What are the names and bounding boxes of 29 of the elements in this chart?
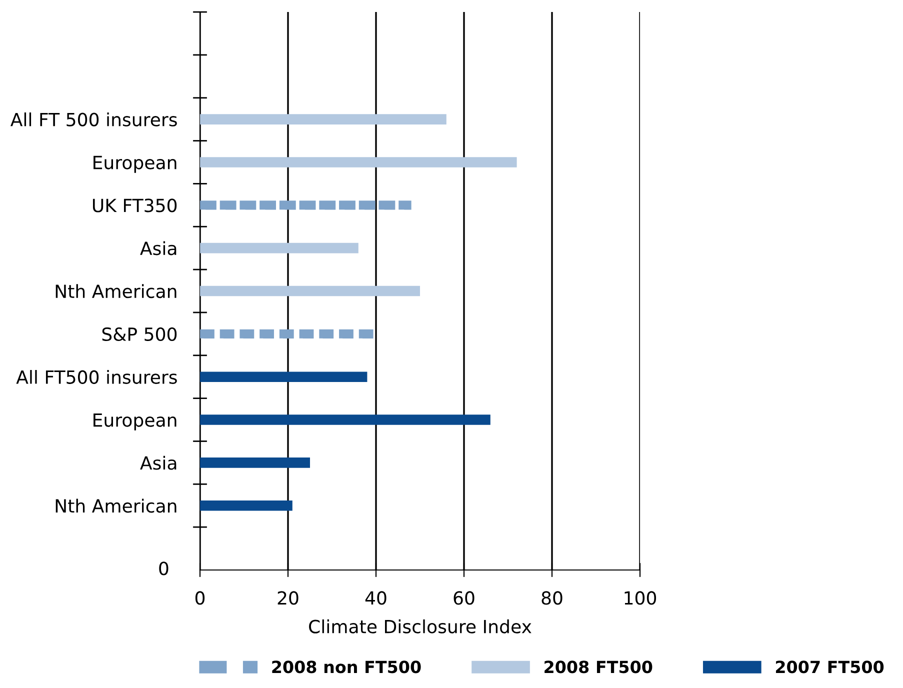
x-tick-label: 0 — [195, 591, 205, 605]
bar — [200, 458, 310, 468]
y-tick-label: Asia — [140, 241, 176, 256]
y-tick-label: UK FT350 — [92, 198, 177, 212]
legend-label: 2008 non FT500 — [272, 660, 421, 674]
bar — [200, 286, 420, 296]
x-axis-title: Climate Disclosure Index — [309, 619, 532, 634]
bar — [200, 157, 517, 168]
x-tick-label: 80 — [542, 591, 562, 605]
legend-label: 2008 FT500 — [544, 660, 652, 674]
y-tick-label: S&P 500 — [102, 327, 177, 342]
y-tick-label: Nth American — [56, 498, 176, 513]
text: 0 — [159, 562, 168, 576]
bar — [200, 414, 490, 425]
y-tick-label: Nth American — [56, 284, 176, 298]
y-tick-label: European — [94, 413, 176, 430]
x-tick-label: 40 — [365, 591, 386, 605]
x-tick-label: 60 — [454, 591, 474, 605]
legend-label: 2007 FT500 — [776, 660, 884, 674]
y-tick-label: Asia — [140, 456, 176, 470]
bar — [200, 242, 358, 254]
x-tick-label: 20 — [278, 591, 298, 605]
y-tick-label: All FT 500 insurers — [10, 112, 177, 126]
bar — [200, 372, 368, 382]
y-tick-label: European — [94, 156, 176, 173]
bar — [200, 500, 292, 511]
bar — [200, 114, 446, 124]
x-tick-label: 100 — [624, 591, 656, 605]
y-tick-label: All FT500 insurers — [16, 370, 177, 384]
